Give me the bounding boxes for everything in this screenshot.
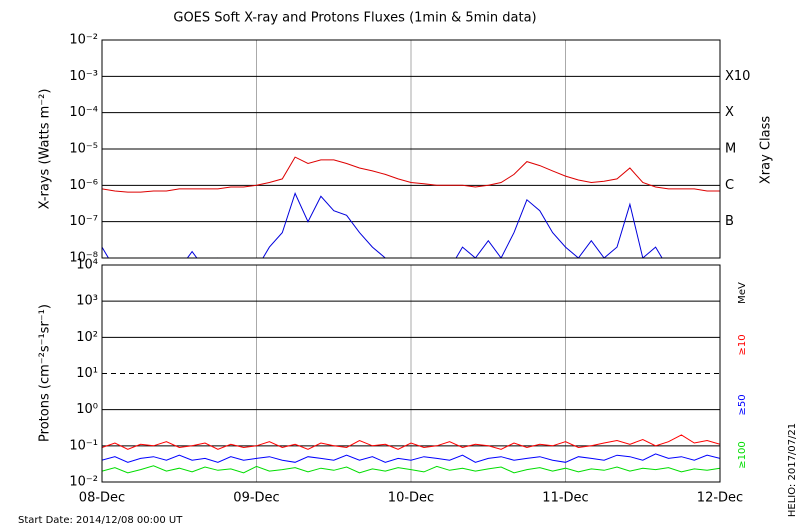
y-tick-label: 10⁴: [76, 258, 98, 273]
y2-tick-label: X10: [725, 69, 750, 84]
series-label: ≥10: [737, 334, 748, 355]
series-label: ≥100: [737, 441, 748, 468]
series-line: [102, 465, 720, 474]
series-line: [102, 192, 663, 258]
y-tick-label: 10⁰: [76, 402, 98, 417]
series-line: [102, 434, 720, 450]
y-tick-label: 10⁻⁶: [69, 178, 98, 193]
x-tick-label: 08-Dec: [79, 491, 125, 506]
plot-area: [102, 434, 720, 474]
y2-axis-label: Xray Class: [759, 116, 774, 184]
y-tick-label: 10⁻⁸: [69, 251, 98, 266]
x-tick-label: 09-Dec: [233, 491, 279, 506]
y2-tick-label: M: [725, 142, 736, 157]
y-tick-label: 10⁻¹: [69, 438, 98, 453]
start-date: Start Date: 2014/12/08 00:00 UT: [18, 515, 183, 526]
y-tick-label: 10⁻⁷: [69, 214, 98, 229]
chart-title: GOES Soft X-ray and Protons Fluxes (1min…: [173, 11, 536, 26]
y-tick-label: 10¹: [76, 366, 98, 381]
x-tick-label: 11-Dec: [542, 491, 588, 506]
series-line: [102, 453, 720, 463]
y-tick-label: 10⁻⁵: [69, 142, 98, 157]
y-tick-label: 10⁻⁴: [69, 105, 98, 120]
y-tick-label: 10⁻²: [69, 33, 98, 48]
unit-label: MeV: [737, 282, 748, 304]
y2-tick-label: X: [725, 105, 734, 120]
y-axis-label: Protons (cm⁻²s⁻¹sr⁻¹): [38, 304, 53, 442]
y-tick-label: 10⁻³: [69, 69, 98, 84]
plot-area: [102, 156, 720, 258]
y2-tick-label: C: [725, 178, 734, 193]
x-tick-label: 12-Dec: [697, 491, 743, 506]
footer-right: HELIO: 2017/07/21: [787, 423, 798, 517]
y-axis-label: X-rays (Watts m⁻²): [38, 89, 53, 210]
y-tick-label: 10⁻²: [69, 475, 98, 490]
y-tick-label: 10³: [76, 294, 98, 309]
plot-frame: [101, 264, 721, 483]
x-tick-label: 10-Dec: [388, 491, 434, 506]
y-tick-label: 10²: [76, 330, 98, 345]
series-label: ≥50: [737, 394, 748, 415]
plot-frame: [101, 39, 721, 259]
series-line: [102, 156, 720, 193]
y2-tick-label: B: [725, 214, 734, 229]
